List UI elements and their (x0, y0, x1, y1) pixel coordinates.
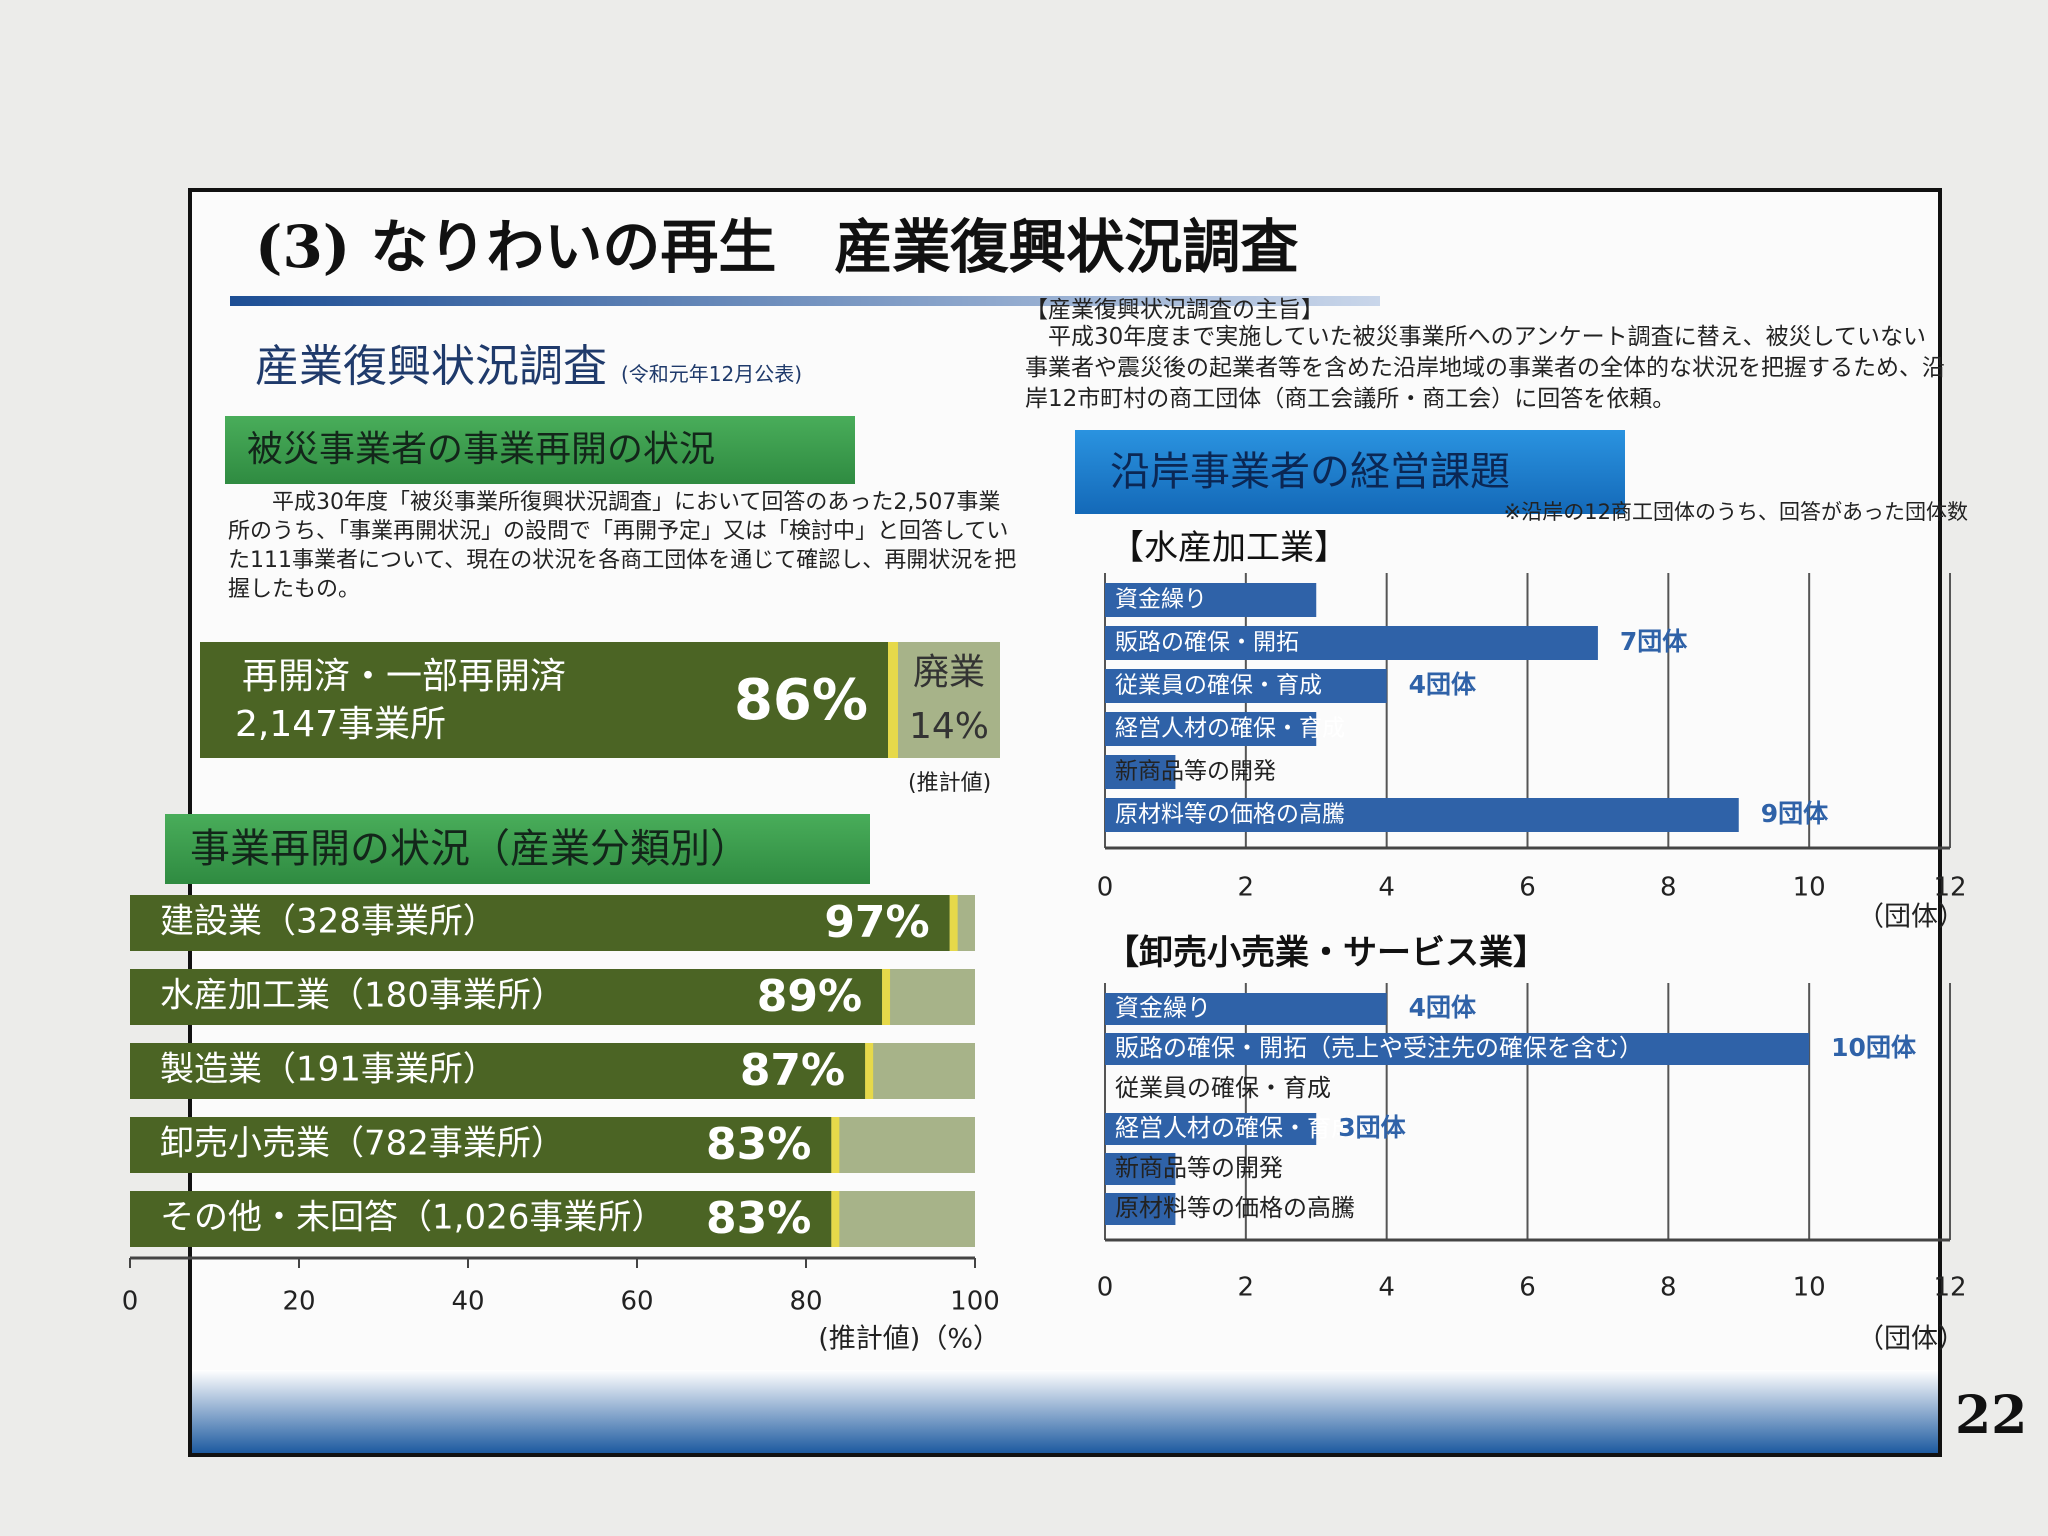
category-label: 新商品等の開発 (1115, 759, 1276, 785)
category-label: 原材料等の価格の高騰 (1115, 1194, 1355, 1222)
x-axis-label: (推計値)（%） (818, 1324, 1000, 1355)
section-title: 沿岸事業者の経営課題 (1075, 430, 1625, 514)
bar (1105, 1113, 1317, 1145)
divider (831, 1191, 840, 1247)
x-tick-label: 12 (1933, 873, 1966, 903)
x-tick-label: 100 (950, 1287, 1000, 1317)
survey-title: 産業復興状況調査 (令和元年12月公表) (255, 330, 802, 394)
note: ※沿岸の12商工団体のうち、回答があった団体数 (1503, 500, 1968, 524)
chart-title: 【卸売小売業・サービス業】 (1105, 933, 1547, 973)
x-tick-label: 0 (1097, 873, 1114, 903)
survey-note: (令和元年12月公表) (621, 362, 803, 386)
category-label: 水産加工業（180事業所） (160, 976, 565, 1016)
value-label: 10団体 (1831, 1033, 1917, 1062)
x-tick-label: 10 (1793, 873, 1826, 903)
bottom-band (192, 1370, 1938, 1453)
divider (888, 642, 898, 758)
bar (1105, 669, 1387, 703)
paragraph: 平成30年度「被災事業所復興状況調査」において回答のあった2,507事業所のうち… (228, 490, 1017, 602)
value-label: 97% (824, 897, 929, 948)
x-axis-label: （団体） (1857, 902, 1965, 933)
x-tick-label: 6 (1519, 1273, 1536, 1303)
x-tick-label: 2 (1238, 1273, 1255, 1303)
bar (1105, 993, 1387, 1025)
purpose-text: 平成30年度まで実施していた被災事業所へのアンケート調査に替え、被災していない事… (1025, 324, 1945, 412)
bar (130, 895, 950, 951)
bar (1105, 798, 1739, 832)
section-title: 被災事業者の事業再開の状況 (225, 416, 855, 484)
bar (1105, 1153, 1176, 1185)
bar (1105, 1033, 1810, 1065)
category-label: 従業員の確保・育成 (1115, 1074, 1331, 1102)
closed-value: 14% (909, 706, 989, 747)
closed-label: 廃業 (913, 652, 985, 693)
category-label: 資金繰り (1115, 587, 1207, 613)
category-label: 資金繰り (1115, 994, 1211, 1022)
reopened-count: 2,147事業所 (235, 704, 446, 745)
x-tick-label: 0 (1097, 1273, 1114, 1303)
x-tick-label: 8 (1660, 1273, 1677, 1303)
x-tick-label: 60 (620, 1287, 653, 1317)
x-tick-label: 10 (1793, 1273, 1826, 1303)
x-tick-label: 6 (1519, 873, 1536, 903)
bar (130, 969, 883, 1025)
page-title: (3) なりわいの再生 産業復興状況調査 (255, 213, 1299, 281)
bar (1105, 626, 1598, 660)
value-label: 7団体 (1620, 627, 1688, 656)
category-label: 販路の確保・開拓 (1115, 630, 1299, 656)
category-label: 新商品等の開発 (1115, 1154, 1283, 1182)
survey-title-text: 産業復興状況調査 (255, 341, 607, 392)
category-label: 販路の確保・開拓（売上や受注先の確保を含む） (1115, 1034, 1643, 1062)
x-tick-label: 80 (789, 1287, 822, 1317)
chart-title: 【水産加工業】 (1110, 528, 1348, 568)
x-tick-label: 40 (451, 1287, 484, 1317)
estimate-note: (推計値) (908, 771, 992, 796)
x-tick-label: 12 (1933, 1273, 1966, 1303)
value-label: 83% (706, 1193, 811, 1244)
category-label: 経営人材の確保・育成 (1115, 1114, 1355, 1142)
x-tick-label: 20 (282, 1287, 315, 1317)
value-label: 89% (757, 971, 862, 1022)
category-label: 製造業（191事業所） (160, 1050, 497, 1090)
category-label: 原材料等の価格の高騰 (1115, 802, 1345, 828)
category-label: 建設業（328事業所） (160, 902, 497, 942)
x-tick-label: 8 (1660, 873, 1677, 903)
bar (130, 1117, 832, 1173)
divider (865, 1043, 874, 1099)
category-label: 経営人材の確保・育成 (1115, 716, 1345, 742)
bar (130, 1191, 832, 1247)
bar (1105, 712, 1317, 746)
page-number: 22 (1955, 1385, 2028, 1446)
x-tick-label: 4 (1378, 1273, 1395, 1303)
value-label: 4団体 (1409, 670, 1477, 699)
chart-title: 事業再開の状況（産業分類別） (165, 814, 870, 884)
value-label: 3団体 (1338, 1113, 1406, 1142)
category-label: 従業員の確保・育成 (1115, 673, 1322, 699)
reopened-value: 86% (734, 668, 868, 733)
reopened-bar (200, 642, 888, 758)
x-tick-label: 4 (1378, 873, 1395, 903)
category-label: 卸売小売業（782事業所） (160, 1124, 565, 1164)
category-label: その他・未回答（1,026事業所） (160, 1198, 665, 1238)
value-label: 83% (706, 1119, 811, 1170)
title-underline (230, 296, 1380, 306)
divider (882, 969, 891, 1025)
value-label: 87% (740, 1045, 845, 1096)
closed-bar (888, 642, 1000, 758)
value-label: 9団体 (1761, 799, 1829, 828)
x-tick-label: 2 (1238, 873, 1255, 903)
bar (1105, 755, 1176, 789)
bar (130, 1043, 866, 1099)
value-label: 4団体 (1409, 993, 1477, 1022)
reopened-label: 再開済・一部再開済 (242, 656, 566, 697)
purpose-title: 【産業復興状況調査の主旨】 (1025, 297, 1324, 323)
divider (831, 1117, 840, 1173)
divider (949, 895, 958, 951)
bar (1105, 583, 1317, 617)
x-axis-label: （団体） (1857, 1324, 1965, 1355)
bar (1105, 1193, 1176, 1225)
x-tick-label: 0 (122, 1287, 139, 1317)
